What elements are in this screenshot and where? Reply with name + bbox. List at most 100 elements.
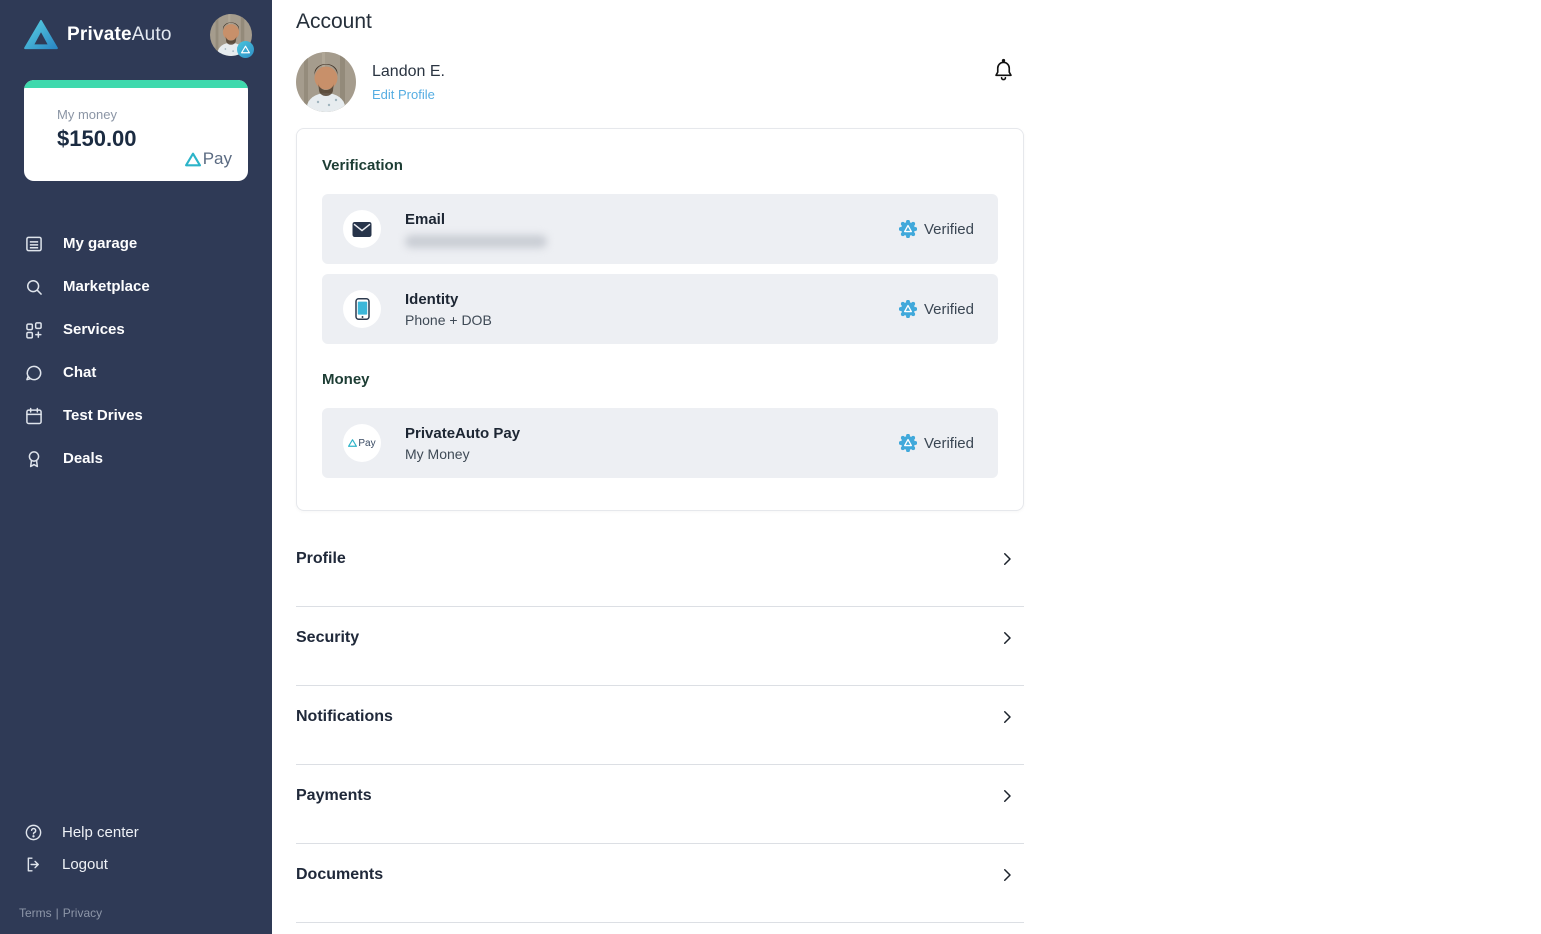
logout-link[interactable]: Logout [0,848,272,880]
user-name: Landon E. [372,62,445,80]
row-title: Email [405,210,446,228]
garage-icon [26,236,42,251]
email-verification-row[interactable]: Email Verified [322,194,998,264]
status-badge: Verified [898,300,974,318]
row-subtitle: Phone + DOB [405,311,492,328]
verified-seal-icon [898,300,917,318]
sidebar-item-chat[interactable]: Chat [0,351,272,394]
verified-seal-icon [898,434,917,452]
sidebar-item-marketplace[interactable]: Marketplace [0,265,272,308]
search-icon [27,279,42,295]
privateauto-pay-icon-circle: Pay [343,424,381,462]
verified-avatar-badge-icon [237,41,254,58]
logout-icon [27,856,39,872]
sidebar-item-label: Deals [63,450,104,467]
sidebar-item-services[interactable]: Services [0,308,272,351]
row-title: Identity [405,290,459,308]
sidebar-item-deals[interactable]: Deals [0,437,272,480]
pay-word: Pay [358,437,376,449]
verified-label: Verified [923,434,974,452]
sidebar-item-label: Test Drives [63,407,143,424]
terms-link[interactable]: Terms [19,906,52,920]
chat-bubble-icon [26,365,42,380]
verified-seal-icon [898,220,917,238]
sidebar-header: PrivateAuto [0,0,272,58]
money-card-accent-bar [24,80,248,88]
accordion-item-documents[interactable]: Documents [296,844,1024,923]
privacy-link[interactable]: Privacy [62,906,103,920]
row-subtitle: My Money [405,445,470,462]
accordion-label: Profile [296,550,346,567]
row-title: PrivateAuto Pay [405,424,521,442]
email-icon-circle [343,210,381,248]
accordion-label: Payments [296,787,372,804]
sidebar-item-label: Services [63,321,125,338]
status-badge: Verified [898,434,974,452]
sidebar-footer: Help center Logout Terms | Privacy [0,816,272,934]
my-money-card[interactable]: My money $150.00 Pay [24,80,248,181]
verification-card: Verification Email Verified [296,128,1024,511]
legal-separator: | [55,906,59,920]
settings-accordion: Profile Security Notifications Payments … [296,528,1024,923]
sidebar-item-label: Marketplace [63,278,150,295]
identity-verification-row[interactable]: Identity Phone + DOB Verified [322,274,998,344]
sidebar-avatar[interactable] [210,14,254,58]
legal-links: Terms | Privacy [0,880,272,934]
help-center-label: Help center [62,823,139,841]
pay-word: Pay [202,149,232,168]
sidebar-item-label: My garage [63,235,138,252]
deals-award-icon [28,450,40,467]
brand-word-bold: Private [67,24,132,45]
accordion-item-payments[interactable]: Payments [296,765,1024,844]
help-center-link[interactable]: Help center [0,816,272,848]
sidebar: PrivateAuto My money $150.00 Pay [0,0,272,934]
profile-avatar [296,52,356,112]
notifications-bell-button[interactable] [992,58,1015,83]
privateauto-pay-logo: Pay [184,149,232,169]
my-money-label: My money [57,107,117,122]
profile-header: Landon E. Edit Profile [296,52,1024,112]
sidebar-item-my-garage[interactable]: My garage [0,222,272,265]
chevron-right-icon [1004,632,1011,644]
my-money-amount: $150.00 [57,126,137,151]
pay-triangle-icon [184,152,201,166]
help-icon [25,824,42,840]
chevron-right-icon [1004,790,1011,802]
chevron-right-icon [1004,553,1011,565]
verified-label: Verified [923,220,974,238]
brand-word-light: Auto [131,24,172,45]
verification-heading: Verification [322,157,403,174]
money-heading: Money [322,371,370,388]
sidebar-item-label: Chat [63,364,97,381]
pay-triangle-icon [348,439,358,447]
bell-icon [995,58,1012,81]
brand-logo[interactable]: PrivateAuto [24,20,172,50]
accordion-label: Documents [296,866,384,883]
privateauto-pay-mini-logo: Pay [348,437,376,449]
accordion-item-notifications[interactable]: Notifications [296,686,1024,765]
privateauto-pay-row[interactable]: Pay PrivateAuto Pay My Money Verified [322,408,998,478]
edit-profile-link[interactable]: Edit Profile [372,86,435,102]
privateauto-logo-icon [24,20,58,50]
phone-icon [354,298,370,320]
services-grid-icon [26,321,42,339]
brand-wordmark: PrivateAuto [67,24,172,46]
accordion-label: Security [296,629,360,646]
sidebar-item-test-drives[interactable]: Test Drives [0,394,272,437]
status-badge: Verified [898,220,974,238]
chevron-right-icon [1004,869,1011,881]
email-icon [352,221,372,237]
sidebar-nav: My garage Marketplace Services Chat [0,222,272,480]
accordion-item-security[interactable]: Security [296,607,1024,686]
chevron-right-icon [1004,711,1011,723]
verified-label: Verified [923,300,974,318]
page-title: Account [296,10,372,33]
accordion-item-profile[interactable]: Profile [296,528,1024,607]
accordion-label: Notifications [296,708,393,725]
main-content: Account Landon E. Edit Profile Verificat… [272,0,1541,934]
redacted-email-value [405,234,547,248]
phone-icon-circle [343,290,381,328]
calendar-icon [26,407,42,424]
logout-label: Logout [62,855,108,873]
